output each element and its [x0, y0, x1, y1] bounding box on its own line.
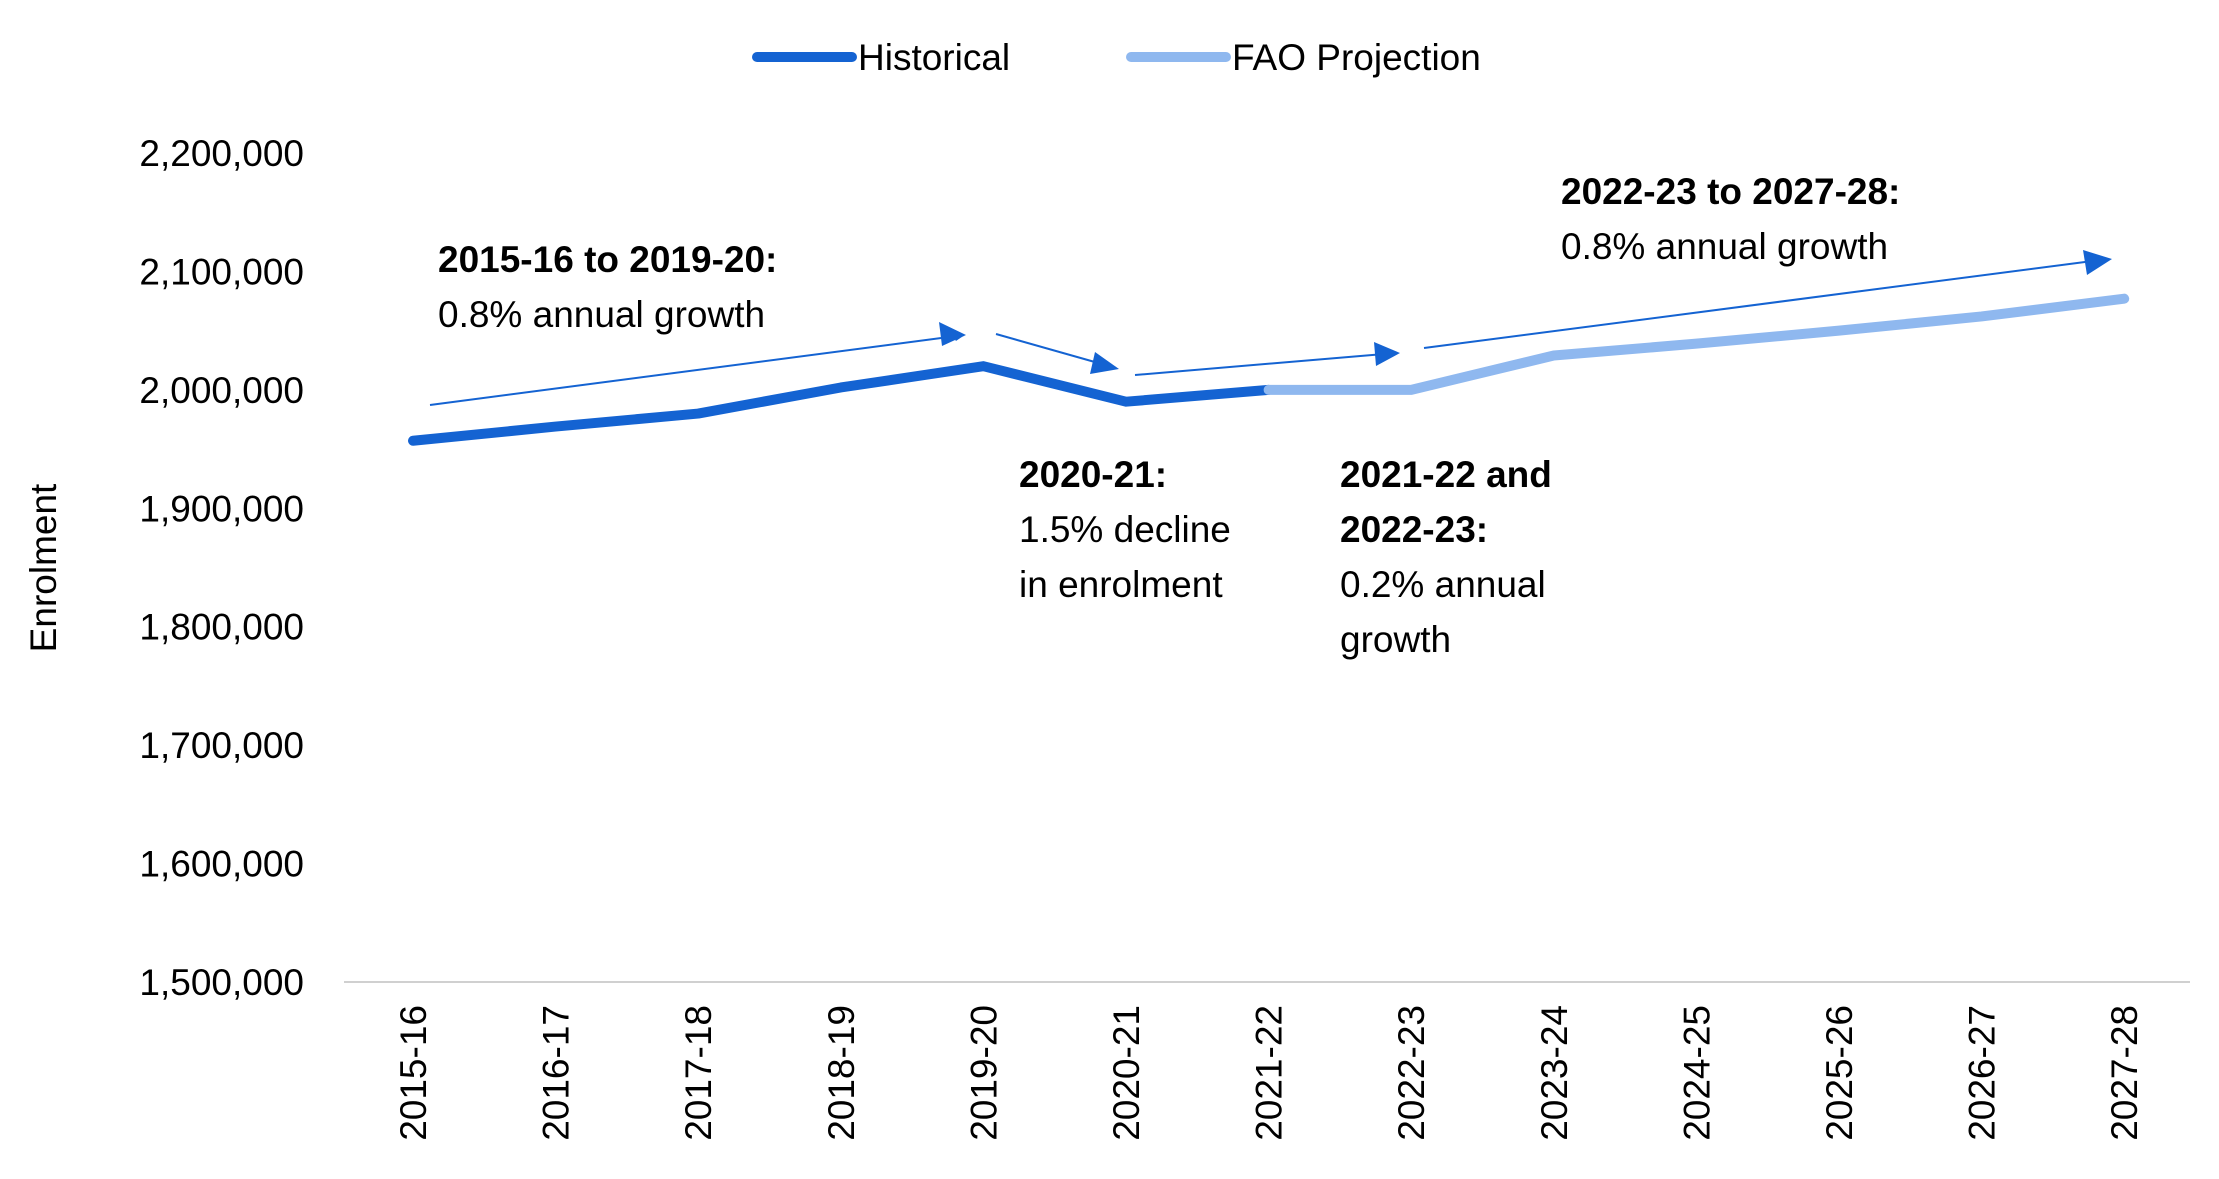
annotation-arrows: [429, 250, 2112, 406]
annotation-4-line-1: 0.8% annual growth: [1561, 226, 1888, 267]
legend: Historical FAO Projection: [752, 37, 1481, 78]
x-tick-label: 2023-24: [1534, 1005, 1575, 1141]
annotation-3-heading-2: 2022-23:: [1340, 509, 1488, 550]
y-axis: 2,200,000 2,100,000 2,000,000 1,900,000 1,80…: [139, 133, 304, 1003]
x-tick-label: 2018-19: [821, 1005, 862, 1141]
y-tick-label: 1,600,000: [139, 844, 304, 885]
annotation-1-line-1: 0.8% annual growth: [438, 294, 765, 335]
annotation-2-heading: 2020-21:: [1019, 454, 1167, 495]
y-tick-label: 1,700,000: [139, 725, 304, 766]
legend-historical-label: Historical: [858, 37, 1010, 78]
annotation-4-heading: 2022-23 to 2027-28:: [1561, 171, 1900, 212]
annotation-4: 2022-23 to 2027-28: 0.8% annual growth: [1561, 171, 1900, 267]
annotation-3: 2021-22 and 2022-23: 0.2% annual growth: [1340, 454, 1552, 660]
x-tick-label: 2025-26: [1819, 1005, 1860, 1141]
arrowhead-2021-23: [1374, 342, 1400, 366]
y-tick-label: 2,100,000: [139, 251, 304, 292]
arrow-2015-2019: [429, 331, 965, 406]
arrow-2022-2027: [1423, 258, 2109, 349]
annotation-2-line-1: 1.5% decline: [1019, 509, 1231, 550]
x-tick-label: 2019-20: [963, 1005, 1004, 1141]
y-tick-label: 1,800,000: [139, 607, 304, 648]
x-tick-label: 2026-27: [1962, 1005, 2003, 1141]
x-axis: 2015-16 2016-17 2017-18 2018-19 2019-20 2020-…: [393, 1005, 2145, 1141]
y-tick-label: 1,900,000: [139, 488, 304, 529]
arrow-2021-23: [1134, 352, 1397, 376]
x-tick-label: 2015-16: [393, 1005, 434, 1141]
x-tick-label: 2020-21: [1106, 1005, 1147, 1141]
annotation-2: 2020-21: 1.5% decline in enrolment: [1019, 454, 1231, 605]
series-layer: [408, 293, 2130, 446]
arrowhead-2015-2019: [939, 322, 966, 346]
y-tick-label: 2,000,000: [139, 370, 304, 411]
legend-projection-label: FAO Projection: [1232, 37, 1481, 78]
annotation-2-line-2: in enrolment: [1019, 564, 1223, 605]
annotation-1: 2015-16 to 2019-20: 0.8% annual growth: [438, 239, 777, 335]
annotation-1-heading: 2015-16 to 2019-20:: [438, 239, 777, 280]
arrowhead-2022-2027: [2083, 250, 2112, 275]
x-tick-label: 2022-23: [1391, 1005, 1432, 1141]
x-tick-label: 2021-22: [1249, 1005, 1290, 1141]
annotation-3-heading-1: 2021-22 and: [1340, 454, 1552, 495]
annotation-3-line-1: 0.2% annual: [1340, 564, 1546, 605]
x-tick-label: 2016-17: [536, 1005, 577, 1141]
annotation-3-line-2: growth: [1340, 619, 1451, 660]
series-line-historical: [408, 361, 1274, 446]
x-tick-label: 2024-25: [1676, 1005, 1717, 1141]
y-axis-title: Enrolment: [23, 483, 64, 652]
y-tick-label: 1,500,000: [139, 962, 304, 1003]
y-tick-label: 2,200,000: [139, 133, 304, 174]
arrowhead-2020-21: [1090, 352, 1119, 374]
x-tick-label: 2017-18: [678, 1005, 719, 1141]
x-tick-label: 2027-28: [2104, 1005, 2145, 1141]
